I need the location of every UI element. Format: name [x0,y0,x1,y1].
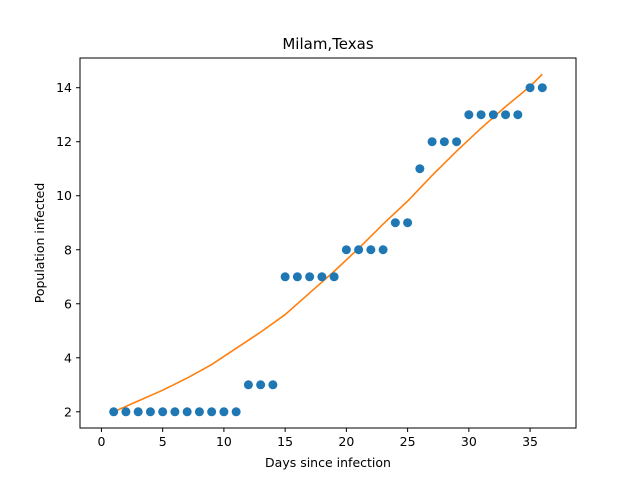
data-point [415,164,425,174]
data-point [194,407,204,417]
data-point [231,407,241,417]
data-point [403,218,413,228]
data-point [145,407,155,417]
data-point [366,245,376,255]
data-point [292,272,302,282]
data-point [452,137,462,147]
data-point [109,407,119,417]
chart-title: Milam,Texas [282,35,373,53]
y-tick-label: 2 [64,404,72,419]
data-point [182,407,192,417]
y-axis: 2 4 6 8 10 12 14 [56,80,80,419]
data-point [329,272,339,282]
x-tick-label: 30 [461,434,477,449]
data-point [439,137,449,147]
axes-frame [79,57,577,429]
y-axis-label: Population infected [32,183,47,304]
data-point [305,272,315,282]
data-point [158,407,168,417]
x-tick-label: 0 [97,434,105,449]
y-tick-label: 4 [64,350,72,365]
data-point [525,83,535,93]
data-point [378,245,388,255]
x-axis: 0 5 10 15 20 25 30 35 [97,428,538,449]
data-point [219,407,229,417]
data-point [427,137,437,147]
data-point [341,245,351,255]
data-point [256,380,266,390]
y-tick-label: 14 [56,80,72,95]
data-point [537,83,547,93]
data-point [464,110,474,120]
y-tick-label: 8 [64,242,72,257]
x-tick-label: 5 [159,434,167,449]
data-point [354,245,364,255]
y-tick-label: 12 [56,134,72,149]
x-tick-label: 10 [216,434,232,449]
x-tick-label: 15 [277,434,293,449]
data-point [501,110,511,120]
x-tick-label: 35 [522,434,538,449]
data-point [207,407,217,417]
y-tick-label: 6 [64,296,72,311]
data-point [476,110,486,120]
data-point [390,218,400,228]
data-point [121,407,131,417]
data-point [268,380,278,390]
x-axis-label: Days since infection [265,455,391,470]
plot-area [109,73,547,417]
data-point [133,407,143,417]
data-point [488,110,498,120]
data-point [170,407,180,417]
x-tick-label: 25 [400,434,416,449]
data-point [243,380,253,390]
data-point [280,272,290,282]
y-tick-label: 10 [56,188,72,203]
data-point [513,110,523,120]
x-tick-label: 20 [338,434,354,449]
fit-curve-line [113,73,543,413]
data-point [317,272,327,282]
